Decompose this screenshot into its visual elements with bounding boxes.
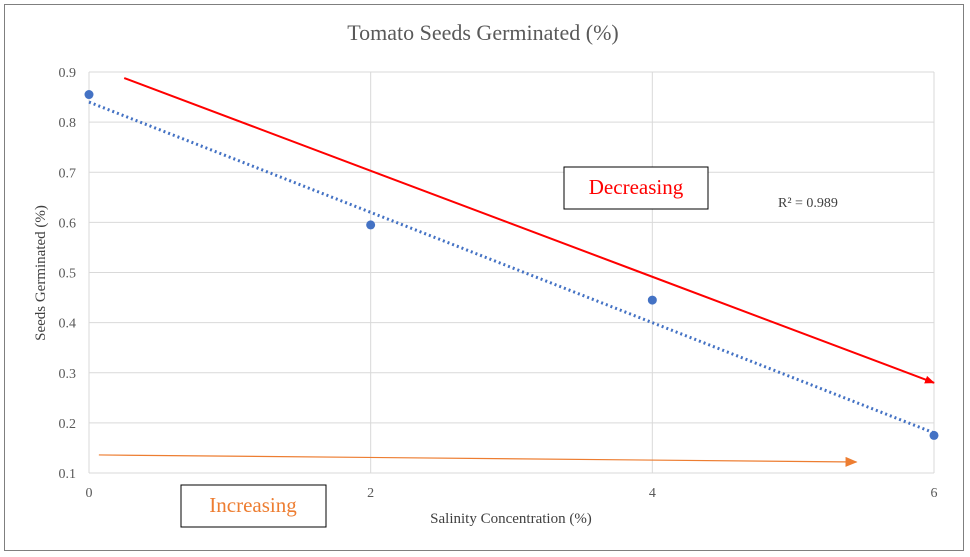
y-tick-label: 0.3 [59,367,77,382]
x-tick-label: 6 [931,486,938,501]
data-point [647,295,657,305]
y-tick-label: 0.4 [59,317,77,332]
y-tick-label: 0.1 [59,467,77,482]
increasing-label: Increasing [209,493,297,517]
y-tick-label: 0.6 [59,216,77,231]
y-axis-label: Seeds Germinated (%) [33,205,49,341]
grid-lines [88,71,935,474]
data-points [84,90,939,440]
x-axis-label: Salinity Concentration (%) [430,511,592,527]
y-tick-label: 0.9 [59,66,77,81]
y-axis-ticks: 0.1 0.2 0.3 0.4 0.5 0.6 0.7 0.8 0.9 [59,66,77,482]
data-point [366,220,376,230]
increasing-arrow [98,454,858,467]
y-tick-label: 0.2 [59,417,77,432]
data-point [929,430,939,440]
x-tick-label: 4 [649,486,656,501]
annotation-arrows [98,77,935,467]
r-squared-label: R² = 0.989 [778,196,838,211]
trendline-group [88,100,935,435]
increasing-box: Increasing [180,484,327,528]
chart-frame [4,4,964,551]
x-tick-label: 2 [367,486,374,501]
data-point [84,90,94,100]
y-tick-label: 0.5 [59,267,77,282]
decreasing-box: Decreasing [563,166,709,210]
y-tick-label: 0.7 [59,166,77,181]
decreasing-arrow [123,77,935,384]
x-tick-label: 0 [86,486,93,501]
trendline [88,100,935,435]
decreasing-label: Decreasing [589,175,684,199]
y-tick-label: 0.8 [59,116,77,131]
chart-title: Tomato Seeds Germinated (%) [347,20,619,45]
x-axis-ticks: 0 2 4 6 [86,486,938,501]
